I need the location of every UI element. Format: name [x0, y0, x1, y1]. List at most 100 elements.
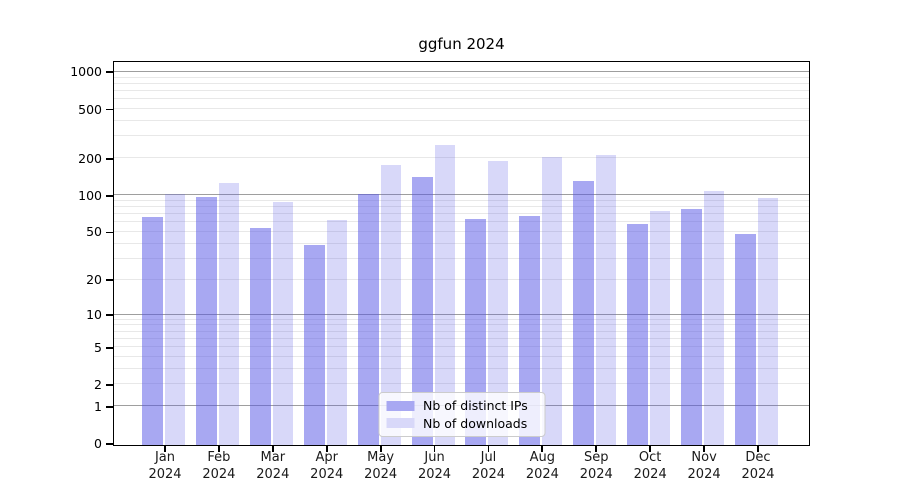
x-tick-dec	[757, 446, 759, 452]
legend-item-downloads: Nb of downloads	[386, 415, 544, 433]
bar-downloads-feb	[218, 182, 239, 445]
gridline-minor-3	[114, 367, 809, 369]
y-tick-label-100: 100	[78, 187, 102, 203]
legend-swatch-distinct-ips	[386, 400, 414, 411]
gridline-minor-40	[114, 242, 809, 244]
y-tick-label-5: 5	[94, 339, 102, 355]
x-tick-jun	[433, 446, 436, 452]
x-tick-label-mar: Mar 2024	[256, 450, 290, 482]
gridline-major-1000	[114, 70, 809, 72]
gridline-minor-50	[114, 230, 809, 232]
x-tick-feb	[218, 446, 220, 452]
x-tick-label-jan: Jan 2024	[148, 450, 182, 482]
bar-distinct-ips-aug	[519, 215, 541, 445]
x-tick-jan	[164, 446, 166, 452]
bar-downloads-jun	[434, 145, 455, 445]
bar-distinct-ips-oct	[627, 223, 649, 445]
legend: Nb of distinct IPs Nb of downloads	[378, 392, 545, 437]
y-tick-500	[106, 108, 113, 111]
y-tick-2	[106, 384, 113, 386]
x-tick-label-jun: Jun 2024	[417, 450, 452, 482]
gridline-major-100	[114, 194, 809, 196]
y-tick-label-50: 50	[86, 224, 102, 240]
x-tick-label-sep: Sep 2024	[579, 450, 613, 482]
bar-downloads-aug	[542, 157, 563, 445]
y-tick-1000	[106, 71, 113, 74]
y-tick-label-500: 500	[78, 101, 102, 117]
x-tick-mar	[271, 446, 274, 452]
y-tick-label-10: 10	[86, 307, 102, 322]
gridline-minor-200	[114, 157, 809, 159]
x-tick-may	[379, 446, 382, 452]
y-tick-label-0: 0	[94, 436, 102, 451]
gridline-minor-900	[114, 76, 809, 78]
x-tick-sep	[595, 446, 598, 452]
bar-downloads-mar	[272, 202, 293, 445]
y-tick-label-1000: 1000	[70, 64, 102, 80]
x-tick-label-dec: Dec 2024	[741, 450, 775, 482]
x-tick-label-may: May 2024	[364, 450, 398, 482]
y-tick-label-20: 20	[86, 272, 102, 288]
bar-distinct-ips-jul	[465, 218, 487, 445]
legend-label-distinct-ips: Nb of distinct IPs	[423, 398, 528, 414]
bar-downloads-oct	[650, 210, 671, 445]
gridline-minor-20	[114, 278, 809, 280]
bars-layer	[114, 62, 809, 445]
legend-swatch-downloads	[386, 418, 414, 429]
bar-downloads-jan	[165, 194, 185, 445]
bar-distinct-ips-dec	[735, 233, 756, 445]
x-tick-aug	[541, 446, 544, 452]
bar-distinct-ips-may	[357, 194, 379, 445]
x-tick-label-jul: Jul 2024	[471, 450, 505, 482]
gridline-major-10	[114, 313, 809, 315]
y-tick-100	[106, 194, 113, 197]
y-tick-1	[106, 405, 113, 408]
gridline-minor-400	[114, 120, 809, 122]
bar-distinct-ips-mar	[249, 227, 271, 445]
gridline-minor-30	[114, 257, 809, 259]
gridline-minor-2	[114, 383, 809, 385]
x-tick-oct	[649, 446, 652, 452]
x-tick-label-nov: Nov 2024	[687, 450, 721, 482]
bar-distinct-ips-jun	[411, 176, 433, 445]
bar-downloads-nov	[704, 190, 725, 445]
y-tick-5	[106, 346, 113, 349]
bar-downloads-dec	[758, 198, 778, 445]
x-tick-label-aug: Aug 2024	[525, 450, 559, 482]
gridline-minor-9	[114, 318, 809, 320]
grid-layer	[114, 62, 809, 445]
gridline-minor-5	[114, 346, 809, 348]
y-tick-label-1: 1	[94, 398, 102, 414]
gridline-minor-90	[114, 199, 809, 201]
gridline-minor-6	[114, 337, 809, 339]
y-tick-50	[106, 231, 113, 234]
gridline-minor-600	[114, 98, 809, 100]
gridline-minor-80	[114, 206, 809, 208]
y-tick-label-200: 200	[78, 150, 102, 166]
gridline-minor-500	[114, 108, 809, 110]
chart-title: ggfun 2024	[418, 35, 505, 53]
x-tick-jul	[487, 446, 490, 452]
bar-downloads-apr	[326, 220, 347, 445]
y-tick-10	[106, 314, 113, 316]
bar-distinct-ips-jan	[142, 217, 163, 445]
gridline-minor-60	[114, 221, 809, 223]
y-tick-20	[106, 279, 113, 282]
legend-item-distinct-ips: Nb of distinct IPs	[386, 397, 544, 415]
gridline-minor-8	[114, 324, 809, 326]
bar-downloads-sep	[596, 154, 617, 445]
gridline-minor-700	[114, 90, 809, 91]
bar-distinct-ips-sep	[573, 181, 595, 445]
bar-distinct-ips-apr	[303, 245, 325, 445]
bar-distinct-ips-feb	[195, 196, 217, 445]
gridline-minor-800	[114, 82, 809, 84]
x-tick-label-oct: Oct 2024	[633, 450, 667, 482]
bar-downloads-may	[380, 165, 401, 445]
x-tick-apr	[325, 446, 328, 452]
y-tick-label-2: 2	[94, 376, 102, 392]
x-tick-nov	[703, 446, 705, 452]
y-tick-200	[106, 157, 113, 160]
bar-distinct-ips-nov	[681, 209, 703, 445]
gridline-minor-7	[114, 330, 809, 332]
